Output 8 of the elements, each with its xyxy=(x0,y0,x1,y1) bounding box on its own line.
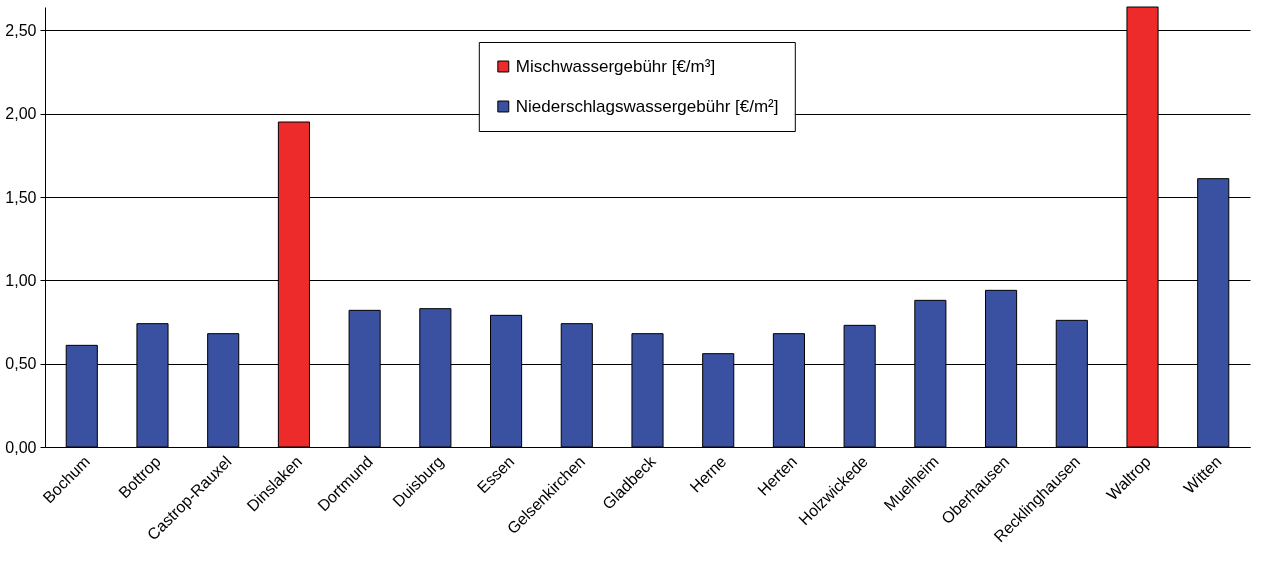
y-tick-label: 2,50 xyxy=(5,21,37,39)
legend-label: Niederschlagswassergebühr [€/m²] xyxy=(515,96,779,116)
y-tick-label: 2,00 xyxy=(5,105,37,123)
legend-label: Mischwassergebühr [€/m³] xyxy=(515,56,716,76)
y-tick-label: 0,50 xyxy=(5,355,37,373)
y-tick-label: 1,00 xyxy=(5,271,37,289)
y-tick-label: 0,00 xyxy=(5,438,37,456)
y-tick-label: 1,50 xyxy=(5,188,37,206)
